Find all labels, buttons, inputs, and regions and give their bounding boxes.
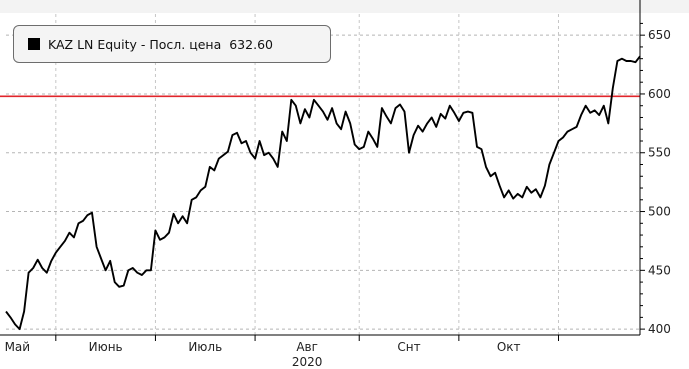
legend-swatch	[28, 38, 40, 50]
y-tick-label: 450	[648, 263, 671, 277]
legend-last-value: 632.60	[229, 36, 273, 52]
legend-label: KAZ LN Equity - Посл. цена	[48, 36, 222, 52]
y-tick-label: 550	[648, 146, 671, 160]
plot-area	[6, 14, 640, 335]
price-line	[5, 55, 641, 331]
x-year-label: 2020	[292, 355, 323, 369]
x-month-label: Авг	[296, 340, 318, 354]
x-month-label: Окт	[497, 340, 521, 354]
y-tick-label: 650	[648, 28, 671, 42]
x-month-label: Июнь	[89, 340, 123, 354]
y-tick-label: 600	[648, 87, 671, 101]
chart-legend: KAZ LN Equity - Посл. цена 632.60	[13, 25, 331, 63]
x-month-label: Июль	[188, 340, 222, 354]
y-tick-label: 500	[648, 205, 671, 219]
x-month-label: Снт	[397, 340, 420, 354]
y-tick-label: 400	[648, 322, 671, 336]
x-month-label: Май	[5, 340, 31, 354]
top-band	[0, 0, 689, 13]
